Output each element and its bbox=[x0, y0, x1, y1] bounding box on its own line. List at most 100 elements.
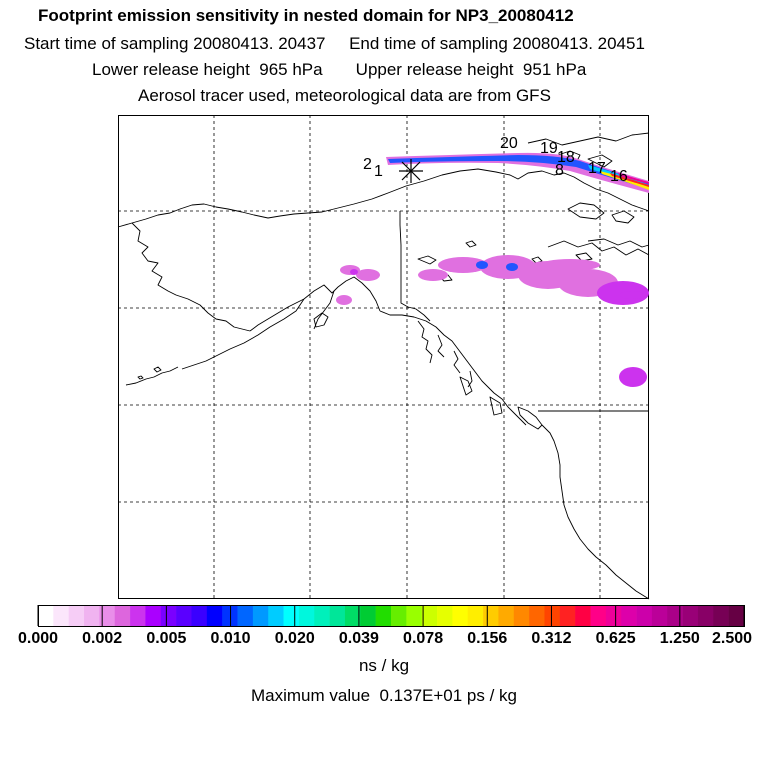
colorbar-cell bbox=[329, 605, 346, 626]
colorbar-cells bbox=[38, 605, 745, 626]
map-panel: 2 1 20 19 18 8 17 16 bbox=[117, 115, 650, 600]
colorbar-tick-lines bbox=[37, 605, 745, 626]
alaska-canada-border bbox=[399, 211, 431, 322]
colorbar-cell bbox=[344, 605, 361, 626]
colorbar-cell bbox=[375, 605, 392, 626]
colorbar-cell bbox=[53, 605, 69, 626]
plume-blob bbox=[356, 269, 380, 281]
colorbar-cell bbox=[222, 605, 238, 626]
colorbar-tick-label: 0.005 bbox=[146, 630, 187, 647]
trajectory-label: 19 bbox=[540, 140, 558, 157]
ribbon-core bbox=[388, 155, 649, 189]
kodiak-shelf bbox=[313, 290, 335, 330]
colorbar-tick-label: 2.500 bbox=[711, 630, 753, 647]
map-canvas: 2 1 20 19 18 8 17 16 bbox=[117, 115, 650, 600]
trajectory-label: 20 bbox=[500, 135, 518, 152]
colorbar-cell bbox=[605, 605, 622, 626]
colorbar-cell bbox=[728, 605, 745, 626]
colorbar-units: ns / kg bbox=[358, 656, 410, 675]
colorbar-tick-label: 0.156 bbox=[467, 630, 508, 647]
trajectory-label: 1 bbox=[374, 163, 383, 180]
colorbar-cell bbox=[437, 605, 453, 626]
colorbar-cell bbox=[467, 605, 484, 626]
colorbar-cell bbox=[406, 605, 422, 626]
us-west-coast bbox=[541, 424, 650, 600]
west-alaska-coast bbox=[131, 222, 251, 332]
arctic-coast bbox=[117, 168, 650, 228]
trajectory-labels: 2 1 20 19 18 8 17 16 bbox=[363, 135, 628, 185]
hudson-bay-edge bbox=[587, 238, 650, 248]
colorbar-tick-label: 0.002 bbox=[82, 630, 123, 647]
maximum-value-text: Maximum value 0.137E+01 ps / kg bbox=[251, 686, 517, 705]
colorbar-cell bbox=[99, 605, 116, 626]
plume-blob bbox=[620, 291, 644, 299]
ribbon-band bbox=[610, 173, 649, 187]
trajectory-label: 17 bbox=[588, 160, 606, 177]
haida-gwaii bbox=[459, 376, 503, 416]
colorbar-tick-label: 0.020 bbox=[274, 630, 315, 647]
trajectory-ribbon bbox=[386, 152, 649, 193]
colorbar-cell bbox=[145, 605, 162, 626]
panhandle-islands bbox=[417, 320, 473, 388]
colorbar-tick-label: 0.000 bbox=[17, 630, 59, 647]
colorbar-tick-label: 0.010 bbox=[210, 630, 251, 647]
coastlines bbox=[117, 132, 650, 600]
colorbar-tick-label: 0.312 bbox=[531, 630, 572, 647]
high-arctic-coast bbox=[527, 132, 650, 146]
plume-blob bbox=[336, 295, 352, 305]
colorbar-cell bbox=[513, 605, 530, 626]
colorbar-cell bbox=[667, 605, 683, 626]
colorbar-cell bbox=[68, 605, 85, 626]
colorbar-cell bbox=[651, 605, 668, 626]
colorbar-cell bbox=[360, 605, 376, 626]
colorbar-cell bbox=[237, 605, 254, 626]
canada-arctic-islands bbox=[547, 240, 650, 256]
plume-blob bbox=[540, 259, 600, 271]
ribbon-band bbox=[618, 173, 649, 184]
colorbar-cell bbox=[130, 605, 146, 626]
colorbar-cell bbox=[206, 605, 223, 626]
colorbar-cell bbox=[590, 605, 607, 626]
trajectory-label: 8 bbox=[555, 162, 564, 179]
colorbar-cell bbox=[559, 605, 576, 626]
map-border bbox=[118, 115, 649, 599]
plume-blob bbox=[619, 367, 647, 387]
political-boundaries bbox=[399, 211, 649, 412]
arctic-island-outlines bbox=[567, 202, 635, 224]
aleutian-islands bbox=[125, 366, 179, 386]
colorbar-cell bbox=[252, 605, 269, 626]
trajectory-label: 18 bbox=[557, 149, 575, 166]
map-title: Footprint emission sensitivity in nested… bbox=[38, 6, 574, 25]
colorbar-cell bbox=[421, 605, 438, 626]
plume-blob bbox=[476, 261, 488, 269]
alaska-peninsula bbox=[181, 298, 305, 370]
graticule bbox=[118, 115, 649, 599]
colorbar-cell bbox=[391, 605, 407, 626]
colorbar-cell bbox=[283, 605, 300, 626]
plume-blob bbox=[438, 257, 488, 273]
release-height-line: Lower release height 965 hPa Upper relea… bbox=[92, 60, 587, 79]
release-point-marker bbox=[399, 159, 423, 183]
colorbar-cell bbox=[114, 605, 131, 626]
colorbar-outline bbox=[38, 605, 745, 627]
colorbar-tick-label: 1.250 bbox=[659, 630, 700, 647]
colorbar-cell bbox=[621, 605, 637, 626]
colorbar-cell bbox=[160, 605, 177, 626]
colorbar-cell bbox=[682, 605, 699, 626]
bristol-bay bbox=[249, 298, 305, 332]
aleutian-islets bbox=[137, 366, 162, 380]
sampling-time-line: Start time of sampling 20080413. 20437 E… bbox=[24, 34, 645, 53]
tracer-info-line: Aerosol tracer used, meteorological data… bbox=[138, 86, 551, 105]
colorbar-tick-label: 0.078 bbox=[403, 630, 444, 647]
colorbar-cell bbox=[636, 605, 653, 626]
trajectory-label: 2 bbox=[363, 156, 372, 173]
colorbar-cell bbox=[298, 605, 315, 626]
trajectory-label: 16 bbox=[610, 168, 628, 185]
colorbar-cell bbox=[452, 605, 469, 626]
colorbar-tick-label: 0.039 bbox=[338, 630, 379, 647]
colorbar-cell bbox=[176, 605, 192, 626]
plume-blob bbox=[418, 269, 448, 281]
colorbar-cell bbox=[713, 605, 729, 626]
plume-blob bbox=[350, 269, 358, 275]
colorbar-cell bbox=[38, 605, 54, 626]
